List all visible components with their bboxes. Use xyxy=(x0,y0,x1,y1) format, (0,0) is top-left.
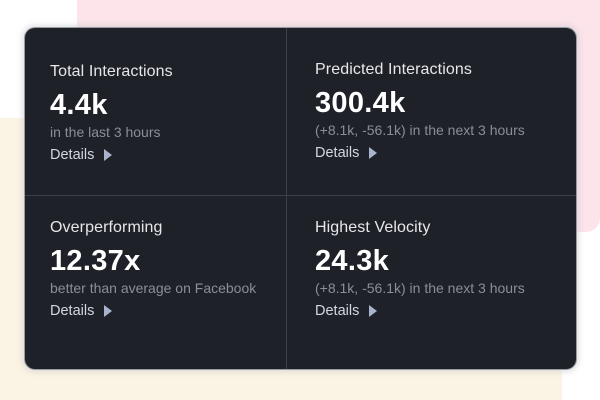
details-label: Details xyxy=(315,145,360,161)
metric-total-interactions: Total Interactions 4.4k in the last 3 ho… xyxy=(25,28,287,196)
caret-right-icon xyxy=(369,147,378,159)
metrics-card: Total Interactions 4.4k in the last 3 ho… xyxy=(25,28,576,369)
metric-overperforming: Overperforming 12.37x better than averag… xyxy=(25,196,287,369)
metric-predicted-interactions: Predicted Interactions 300.4k (+8.1k, -5… xyxy=(287,28,576,196)
metric-subtitle: in the last 3 hours xyxy=(50,124,161,140)
caret-right-icon xyxy=(104,149,113,161)
details-link[interactable]: Details xyxy=(315,302,378,320)
details-label: Details xyxy=(315,303,360,319)
metric-title: Highest Velocity xyxy=(315,219,431,236)
metric-subtitle: (+8.1k, -56.1k) in the next 3 hours xyxy=(315,280,525,296)
caret-right-icon xyxy=(104,305,113,317)
details-label: Details xyxy=(50,303,95,319)
metric-value: 24.3k xyxy=(315,245,390,277)
details-label: Details xyxy=(50,147,95,163)
metric-value: 4.4k xyxy=(50,89,108,121)
caret-right-icon xyxy=(369,305,378,317)
metric-title: Predicted Interactions xyxy=(315,61,472,78)
metric-highest-velocity: Highest Velocity 24.3k (+8.1k, -56.1k) i… xyxy=(287,196,576,369)
details-link[interactable]: Details xyxy=(50,146,113,164)
metric-value: 300.4k xyxy=(315,87,406,119)
details-link[interactable]: Details xyxy=(50,302,113,320)
metrics-grid: Total Interactions 4.4k in the last 3 ho… xyxy=(25,28,576,369)
metric-title: Overperforming xyxy=(50,219,163,236)
metric-subtitle: (+8.1k, -56.1k) in the next 3 hours xyxy=(315,122,525,138)
metric-value: 12.37x xyxy=(50,245,141,277)
metric-title: Total Interactions xyxy=(50,63,173,80)
details-link[interactable]: Details xyxy=(315,144,378,162)
metric-subtitle: better than average on Facebook xyxy=(50,280,257,296)
